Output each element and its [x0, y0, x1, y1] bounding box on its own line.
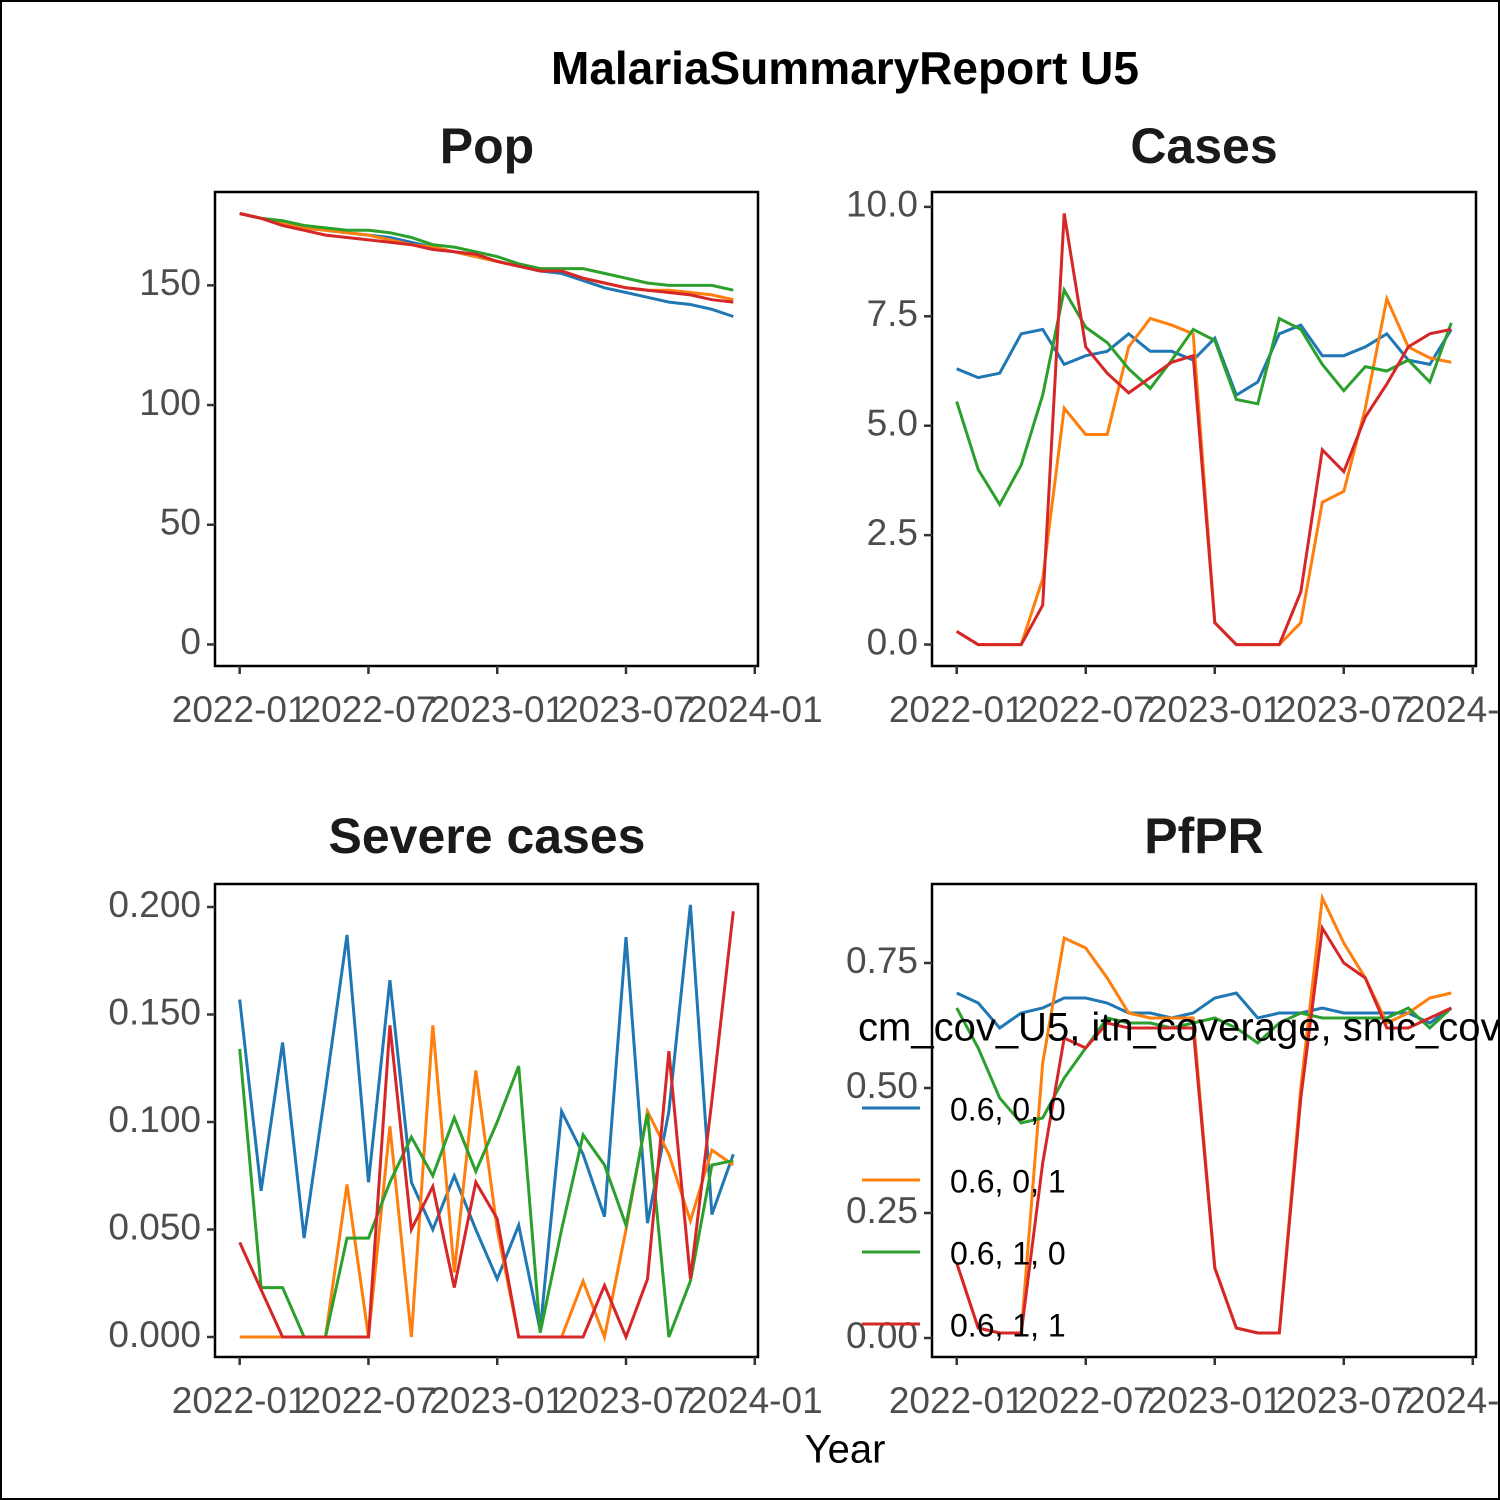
- series-line: [955, 923, 1452, 1335]
- x-tick-label: 2022-01: [889, 1380, 1025, 1421]
- plot-frame: [930, 882, 1478, 1359]
- x-axis-label: Year: [805, 1428, 886, 1472]
- y-tick-label: 0.50: [846, 1065, 918, 1106]
- x-tick-label: 2023-07: [1276, 1380, 1412, 1421]
- x-tick-label: 2022-07: [1018, 1380, 1154, 1421]
- plot-frame: [213, 190, 760, 668]
- y-tick-label: 0.100: [108, 1099, 201, 1140]
- panel-title: PfPR: [1144, 808, 1263, 864]
- x-tick-label: 2023-07: [558, 1380, 694, 1421]
- series-line: [238, 911, 735, 1342]
- y-tick-label: 0.000: [108, 1314, 201, 1355]
- y-tick-label: 10.0: [846, 184, 918, 225]
- y-tick-label: 0.200: [108, 884, 201, 925]
- figure-title: MalariaSummaryReport U5: [551, 42, 1139, 94]
- x-tick-label: 2024-01: [687, 1380, 823, 1421]
- series-line: [238, 904, 735, 1331]
- y-tick-label: 100: [139, 382, 201, 423]
- legend-label: 0.6, 0, 0: [950, 1091, 1066, 1127]
- y-tick-label: 0.150: [108, 991, 201, 1032]
- y-tick-label: 2.5: [867, 512, 918, 553]
- x-tick-label: 2023-01: [1147, 1380, 1283, 1421]
- x-tick-label: 2022-07: [301, 1380, 437, 1421]
- x-tick-label: 2022-01: [172, 689, 308, 730]
- x-tick-label: 2024-01: [687, 689, 823, 730]
- x-tick-label: 2022-07: [301, 689, 437, 730]
- panel-title: Cases: [1130, 118, 1277, 174]
- x-tick-label: 2023-01: [429, 689, 565, 730]
- y-tick-label: 0.00: [846, 1315, 918, 1356]
- series-line: [955, 1006, 1453, 1125]
- legend-label: 0.6, 1, 0: [950, 1235, 1066, 1271]
- x-tick-label: 2023-07: [1276, 689, 1412, 730]
- y-tick-label: 50: [160, 502, 201, 543]
- y-tick-label: 0.25: [846, 1190, 918, 1231]
- panel-title: Severe cases: [329, 808, 646, 864]
- x-tick-label: 2024-01: [1405, 689, 1500, 730]
- series-line: [956, 991, 1453, 1031]
- y-tick-label: 0.75: [846, 940, 918, 981]
- legend-label: 0.6, 0, 1: [950, 1163, 1066, 1199]
- x-tick-label: 2022-01: [889, 689, 1025, 730]
- legend-title: cm_cov_U5, itn_coverage, smc_coverage: [858, 1006, 1500, 1050]
- series-line: [239, 212, 734, 292]
- y-tick-label: 5.0: [867, 402, 918, 443]
- series-line: [955, 213, 1452, 647]
- series-line: [956, 323, 1453, 398]
- y-tick-label: 0: [180, 621, 201, 662]
- panel-title: Pop: [440, 118, 534, 174]
- x-tick-label: 2022-07: [1018, 689, 1154, 730]
- x-tick-label: 2022-01: [172, 1380, 308, 1421]
- x-tick-label: 2023-01: [1147, 689, 1283, 730]
- plot-frame: [213, 882, 760, 1359]
- y-tick-label: 0.050: [108, 1206, 201, 1247]
- x-tick-label: 2023-07: [558, 689, 694, 730]
- series-line: [955, 285, 1453, 508]
- x-tick-label: 2023-01: [429, 1380, 565, 1421]
- y-tick-label: 150: [139, 262, 201, 303]
- y-tick-label: 7.5: [867, 293, 918, 334]
- legend-label: 0.6, 1, 1: [950, 1307, 1066, 1343]
- y-tick-label: 0.0: [867, 621, 918, 662]
- x-tick-label: 2024-01: [1405, 1380, 1500, 1421]
- plot-frame: [930, 190, 1478, 668]
- series-line: [239, 212, 734, 304]
